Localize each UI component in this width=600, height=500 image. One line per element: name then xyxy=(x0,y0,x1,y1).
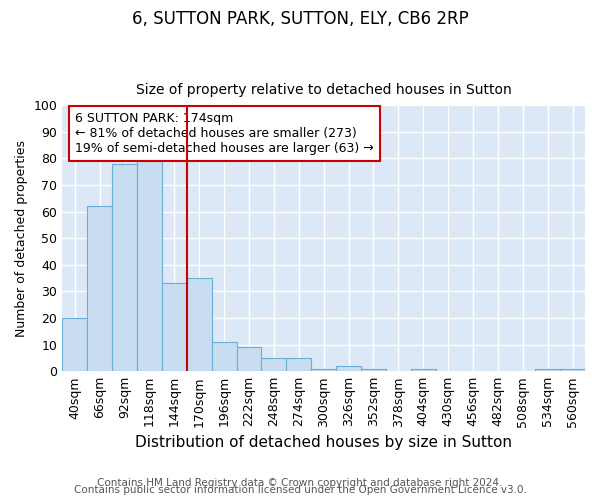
Bar xyxy=(361,368,386,371)
Title: Size of property relative to detached houses in Sutton: Size of property relative to detached ho… xyxy=(136,83,512,97)
Text: 6 SUTTON PARK: 174sqm
← 81% of detached houses are smaller (273)
19% of semi-det: 6 SUTTON PARK: 174sqm ← 81% of detached … xyxy=(76,112,374,155)
Bar xyxy=(535,368,560,371)
Bar xyxy=(311,368,336,371)
Bar xyxy=(162,284,187,371)
Text: Contains HM Land Registry data © Crown copyright and database right 2024.: Contains HM Land Registry data © Crown c… xyxy=(97,478,503,488)
Bar xyxy=(62,318,87,371)
Text: Contains public sector information licensed under the Open Government Licence v3: Contains public sector information licen… xyxy=(74,485,526,495)
Y-axis label: Number of detached properties: Number of detached properties xyxy=(15,140,28,336)
Bar xyxy=(411,368,436,371)
Bar xyxy=(212,342,236,371)
Bar xyxy=(262,358,286,371)
Bar xyxy=(236,347,262,371)
X-axis label: Distribution of detached houses by size in Sutton: Distribution of detached houses by size … xyxy=(135,435,512,450)
Bar xyxy=(560,368,585,371)
Bar xyxy=(336,366,361,371)
Bar xyxy=(87,206,112,371)
Bar xyxy=(137,161,162,371)
Bar xyxy=(112,164,137,371)
Bar xyxy=(286,358,311,371)
Bar xyxy=(187,278,212,371)
Text: 6, SUTTON PARK, SUTTON, ELY, CB6 2RP: 6, SUTTON PARK, SUTTON, ELY, CB6 2RP xyxy=(131,10,469,28)
